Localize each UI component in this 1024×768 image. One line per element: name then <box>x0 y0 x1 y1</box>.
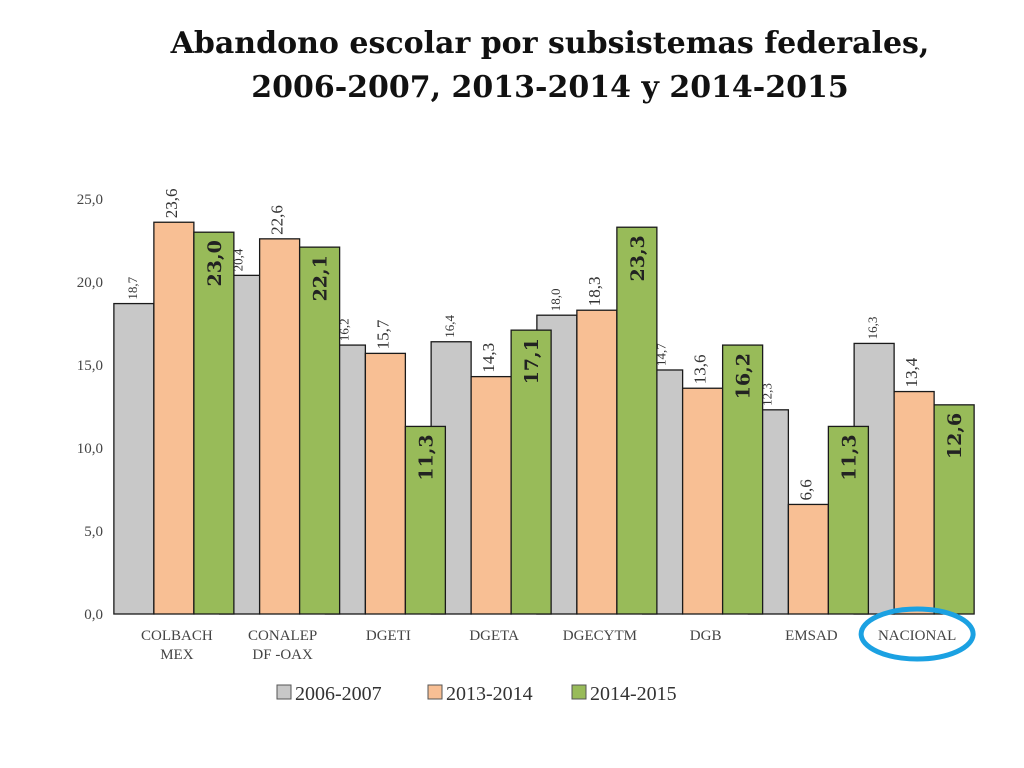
data-label: 18,0 <box>548 288 563 311</box>
chart-title: Abandono escolar por subsistemas federal… <box>0 22 1024 110</box>
data-label: 16,4 <box>442 315 457 338</box>
legend-swatch <box>276 684 292 700</box>
bar <box>258 238 301 615</box>
bar <box>721 344 764 615</box>
data-label: 13,6 <box>691 354 710 384</box>
y-tick-label: 15,0 <box>77 358 103 374</box>
legend-swatch <box>571 684 587 700</box>
bar <box>364 352 407 615</box>
bar <box>576 309 618 615</box>
x-tick-label: DGETI <box>366 628 411 644</box>
legend-swatch <box>427 684 443 700</box>
data-label: 6,6 <box>796 479 815 500</box>
data-label: 11,3 <box>838 434 860 480</box>
data-label: 16,2 <box>336 318 351 341</box>
bar <box>787 503 830 615</box>
data-label: 14,7 <box>654 343 669 366</box>
bar <box>298 246 341 615</box>
data-label: 23,6 <box>162 188 181 218</box>
data-label: 13,4 <box>902 357 921 387</box>
bar <box>113 302 155 615</box>
bar <box>681 387 724 615</box>
legend-label: 2014-2015 <box>590 683 677 705</box>
bar <box>616 226 658 615</box>
data-label: 16,2 <box>733 353 755 399</box>
data-label: 22,1 <box>310 255 332 301</box>
data-label: 18,7 <box>125 276 140 299</box>
x-tick-label: DGB <box>690 628 722 644</box>
x-tick-label: MEX <box>160 647 194 663</box>
data-label: 11,3 <box>415 434 437 480</box>
data-label: 18,3 <box>585 276 604 306</box>
highlight-circle <box>858 606 976 662</box>
legend-label: 2013-2014 <box>446 683 533 705</box>
y-tick-label: 25,0 <box>77 192 103 208</box>
bar <box>827 425 870 615</box>
data-label: 23,0 <box>204 240 226 286</box>
data-label: 15,7 <box>373 319 392 349</box>
x-tick-label: DGETA <box>469 628 519 644</box>
x-tick-label: CONALEP <box>248 628 317 644</box>
y-tick-label: 10,0 <box>77 441 103 457</box>
x-tick-label: DGECYTM <box>563 628 637 644</box>
bar <box>933 404 975 615</box>
data-label: 23,3 <box>627 235 649 281</box>
bar <box>153 221 195 615</box>
y-tick-label: 5,0 <box>84 524 103 540</box>
x-tick-label: NACIONAL <box>878 628 956 644</box>
data-label: 12,3 <box>759 383 774 406</box>
data-label: 17,1 <box>521 338 543 384</box>
data-label: 12,6 <box>944 413 966 459</box>
bar <box>193 231 235 615</box>
x-tick-label: COLBACH <box>141 628 213 644</box>
chart-title-line-1: Abandono escolar por subsistemas federal… <box>170 26 930 61</box>
chart-title-line-2: 2006-2007, 2013-2014 y 2014-2015 <box>251 70 849 105</box>
bar <box>510 329 552 615</box>
data-label: 16,3 <box>865 317 880 340</box>
data-label: 14,3 <box>479 343 498 373</box>
y-tick-label: 0,0 <box>84 607 103 623</box>
x-tick-label: DF -OAX <box>252 647 313 663</box>
y-tick-label: 20,0 <box>77 275 103 291</box>
data-label: 22,6 <box>268 205 287 235</box>
data-label: 20,4 <box>231 248 246 271</box>
bar <box>404 425 447 615</box>
x-tick-label: EMSAD <box>785 628 838 644</box>
bar <box>470 375 512 615</box>
bar <box>893 390 935 615</box>
legend-label: 2006-2007 <box>295 683 382 705</box>
